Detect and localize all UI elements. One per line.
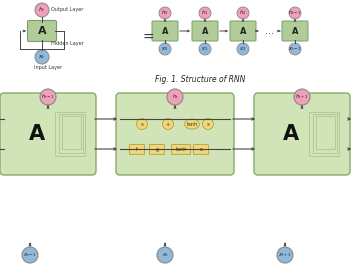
Circle shape	[35, 50, 49, 64]
Text: A: A	[283, 124, 299, 144]
FancyBboxPatch shape	[172, 145, 190, 155]
Circle shape	[294, 89, 310, 105]
Text: =: =	[142, 31, 154, 45]
Text: $h_1$: $h_1$	[201, 9, 209, 18]
Text: A: A	[202, 27, 208, 35]
Text: $h_t$: $h_t$	[38, 6, 46, 15]
FancyBboxPatch shape	[254, 93, 350, 175]
Text: $x_t$: $x_t$	[38, 53, 46, 61]
Text: A: A	[292, 27, 298, 35]
Text: $h_{t-1}$: $h_{t-1}$	[288, 9, 302, 18]
Circle shape	[162, 119, 173, 129]
Circle shape	[167, 89, 183, 105]
Text: f: f	[136, 147, 138, 152]
Circle shape	[289, 43, 301, 55]
Circle shape	[22, 247, 38, 263]
Circle shape	[199, 7, 211, 19]
FancyBboxPatch shape	[192, 21, 218, 41]
Text: A: A	[30, 124, 46, 144]
Circle shape	[136, 119, 147, 129]
FancyBboxPatch shape	[130, 145, 145, 155]
Text: $x_2$: $x_2$	[239, 45, 247, 53]
Text: Hidden Layer: Hidden Layer	[51, 40, 84, 45]
Circle shape	[35, 3, 49, 17]
Text: $x_{t-1}$: $x_{t-1}$	[288, 45, 302, 53]
Circle shape	[289, 7, 301, 19]
Text: ...: ...	[265, 26, 273, 36]
Text: o: o	[199, 147, 203, 152]
Text: Fig. 1. Structure of RNN: Fig. 1. Structure of RNN	[155, 76, 245, 85]
Circle shape	[40, 89, 56, 105]
Text: $h_{t-1}$: $h_{t-1}$	[41, 93, 55, 102]
Text: A: A	[38, 26, 46, 36]
Text: tanh: tanh	[176, 147, 187, 152]
Text: $h_2$: $h_2$	[239, 9, 247, 18]
Text: $x_{t+1}$: $x_{t+1}$	[278, 251, 292, 259]
Circle shape	[237, 7, 249, 19]
Circle shape	[157, 247, 173, 263]
Text: A: A	[162, 27, 168, 35]
Circle shape	[159, 43, 171, 55]
FancyBboxPatch shape	[0, 93, 96, 175]
FancyBboxPatch shape	[27, 20, 57, 42]
FancyBboxPatch shape	[194, 145, 209, 155]
Text: $x_1$: $x_1$	[201, 45, 209, 53]
FancyBboxPatch shape	[230, 21, 256, 41]
FancyBboxPatch shape	[152, 21, 178, 41]
Circle shape	[277, 247, 293, 263]
Text: tanh: tanh	[187, 121, 198, 126]
Text: Input Layer: Input Layer	[34, 66, 62, 71]
FancyBboxPatch shape	[150, 145, 164, 155]
Ellipse shape	[184, 119, 199, 129]
Text: x: x	[141, 121, 143, 126]
Text: A: A	[240, 27, 246, 35]
Text: $x_t$: $x_t$	[162, 251, 168, 259]
Circle shape	[199, 43, 211, 55]
Text: x: x	[206, 121, 209, 126]
Text: $h_0$: $h_0$	[161, 9, 169, 18]
Text: $x_0$: $x_0$	[161, 45, 169, 53]
Circle shape	[237, 43, 249, 55]
Text: Output Layer: Output Layer	[51, 8, 83, 13]
FancyBboxPatch shape	[282, 21, 308, 41]
Text: $h_{t+1}$: $h_{t+1}$	[295, 93, 309, 102]
Circle shape	[203, 119, 214, 129]
Text: +: +	[166, 121, 170, 126]
Text: $x_{t-1}$: $x_{t-1}$	[23, 251, 37, 259]
Text: $h_t$: $h_t$	[172, 93, 178, 102]
Circle shape	[159, 7, 171, 19]
FancyBboxPatch shape	[116, 93, 234, 175]
Text: g: g	[156, 147, 158, 152]
